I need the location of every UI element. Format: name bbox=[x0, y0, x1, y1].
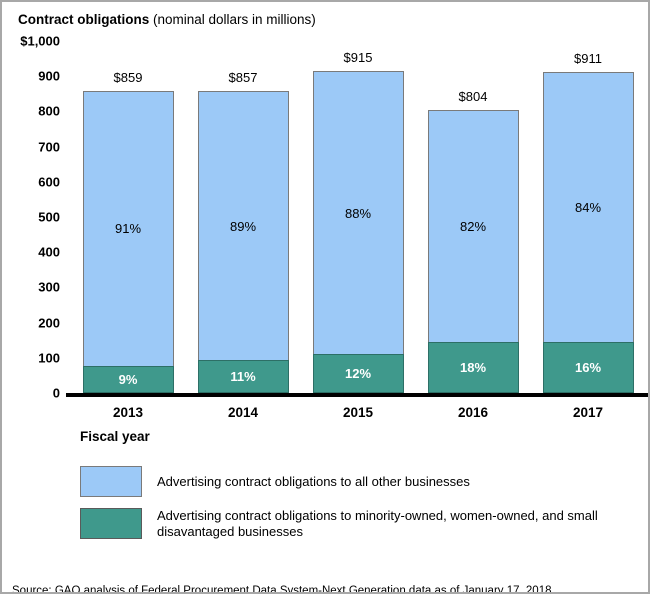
bar-group: 91% 9% $859 bbox=[82, 70, 174, 393]
bar-segment-minority: 18% bbox=[427, 341, 519, 393]
y-tick-label: 900 bbox=[38, 68, 60, 84]
bar-percent-label-minority: 11% bbox=[230, 368, 256, 384]
bar-percent-label-other: 89% bbox=[229, 218, 257, 234]
bar-percent-label-minority: 18% bbox=[459, 359, 487, 375]
bar-group: 84% 16% $911 bbox=[542, 51, 634, 393]
bar-segment-minority: 12% bbox=[312, 354, 404, 393]
bar-percent-label-minority: 9% bbox=[118, 371, 138, 387]
bar-segment-other: 89% bbox=[197, 91, 289, 360]
bar-total-label: $915 bbox=[343, 49, 373, 65]
bar-percent-label-other: 82% bbox=[459, 218, 487, 234]
y-tick-label: 200 bbox=[38, 315, 60, 331]
y-tick-label: 800 bbox=[38, 103, 60, 119]
bar-group: 82% 18% $804 bbox=[427, 89, 519, 393]
chart-title-main: Contract obligations bbox=[18, 12, 150, 27]
bar-segment-other: 84% bbox=[542, 72, 634, 342]
legend-swatch-other-icon bbox=[80, 466, 142, 497]
y-tick-label: 700 bbox=[38, 139, 60, 155]
chart-title-subtitle: (nominal dollars in millions) bbox=[149, 12, 316, 27]
x-tick-label: 2015 bbox=[342, 405, 374, 420]
y-tick-label: 300 bbox=[38, 279, 60, 295]
bar-percent-label-minority: 16% bbox=[574, 359, 602, 375]
x-axis-title: Fiscal year bbox=[80, 429, 150, 444]
bar-percent-label-other: 91% bbox=[114, 221, 142, 237]
y-tick-label: $1,000 bbox=[20, 33, 60, 49]
bar-total-label: $859 bbox=[113, 69, 143, 85]
y-tick-label: 100 bbox=[38, 350, 60, 366]
bar-total-label: $804 bbox=[458, 89, 488, 104]
y-tick-label: 0 bbox=[52, 385, 60, 401]
bar-percent-label-minority: 12% bbox=[344, 366, 372, 382]
bar-percent-label-other: 88% bbox=[344, 205, 372, 221]
legend-item-minority: Advertising contract obligations to mino… bbox=[80, 508, 640, 539]
source-line-1: Source: GAO analysis of Federal Procurem… bbox=[12, 585, 555, 594]
bar-segment-other: 88% bbox=[312, 70, 404, 355]
bar-segment-minority: 16% bbox=[542, 341, 634, 393]
bar-segment-minority: 9% bbox=[82, 365, 174, 393]
bar-segment-other: 82% bbox=[427, 110, 519, 342]
bar-segment-minority: 11% bbox=[197, 359, 289, 393]
bar-group: 89% 11% $857 bbox=[197, 70, 289, 393]
legend-swatch-minority-icon bbox=[80, 508, 142, 539]
x-axis-baseline bbox=[66, 393, 648, 397]
bar-percent-label-other: 84% bbox=[574, 199, 602, 215]
legend-label-minority: Advertising contract obligations to mino… bbox=[157, 508, 598, 539]
x-tick-label: 2013 bbox=[112, 405, 144, 420]
bar-total-label: $911 bbox=[574, 51, 602, 67]
bar-group: 88% 12% $915 bbox=[312, 50, 404, 393]
x-tick-label: 2017 bbox=[572, 405, 604, 420]
y-tick-label: 600 bbox=[38, 174, 60, 190]
y-tick-label: 500 bbox=[38, 209, 60, 225]
x-tick-label: 2014 bbox=[227, 405, 259, 420]
legend-label-other: Advertising contract obligations to all … bbox=[157, 473, 470, 489]
x-tick-label: 2016 bbox=[457, 405, 489, 420]
legend: Advertising contract obligations to all … bbox=[80, 466, 640, 550]
bar-total-label: $857 bbox=[228, 70, 258, 86]
legend-item-other: Advertising contract obligations to all … bbox=[80, 466, 640, 497]
bar-segment-other: 91% bbox=[82, 90, 174, 366]
plot-area: 91% 9% $859 89% 11% $857 88% 12% $915 82% 18% $804 8… bbox=[66, 41, 638, 393]
source-note: Source: GAO analysis of Federal Procurem… bbox=[12, 551, 644, 594]
y-tick-label: 400 bbox=[38, 244, 60, 260]
chart-title: Contract obligations (nominal dollars in… bbox=[18, 12, 316, 27]
